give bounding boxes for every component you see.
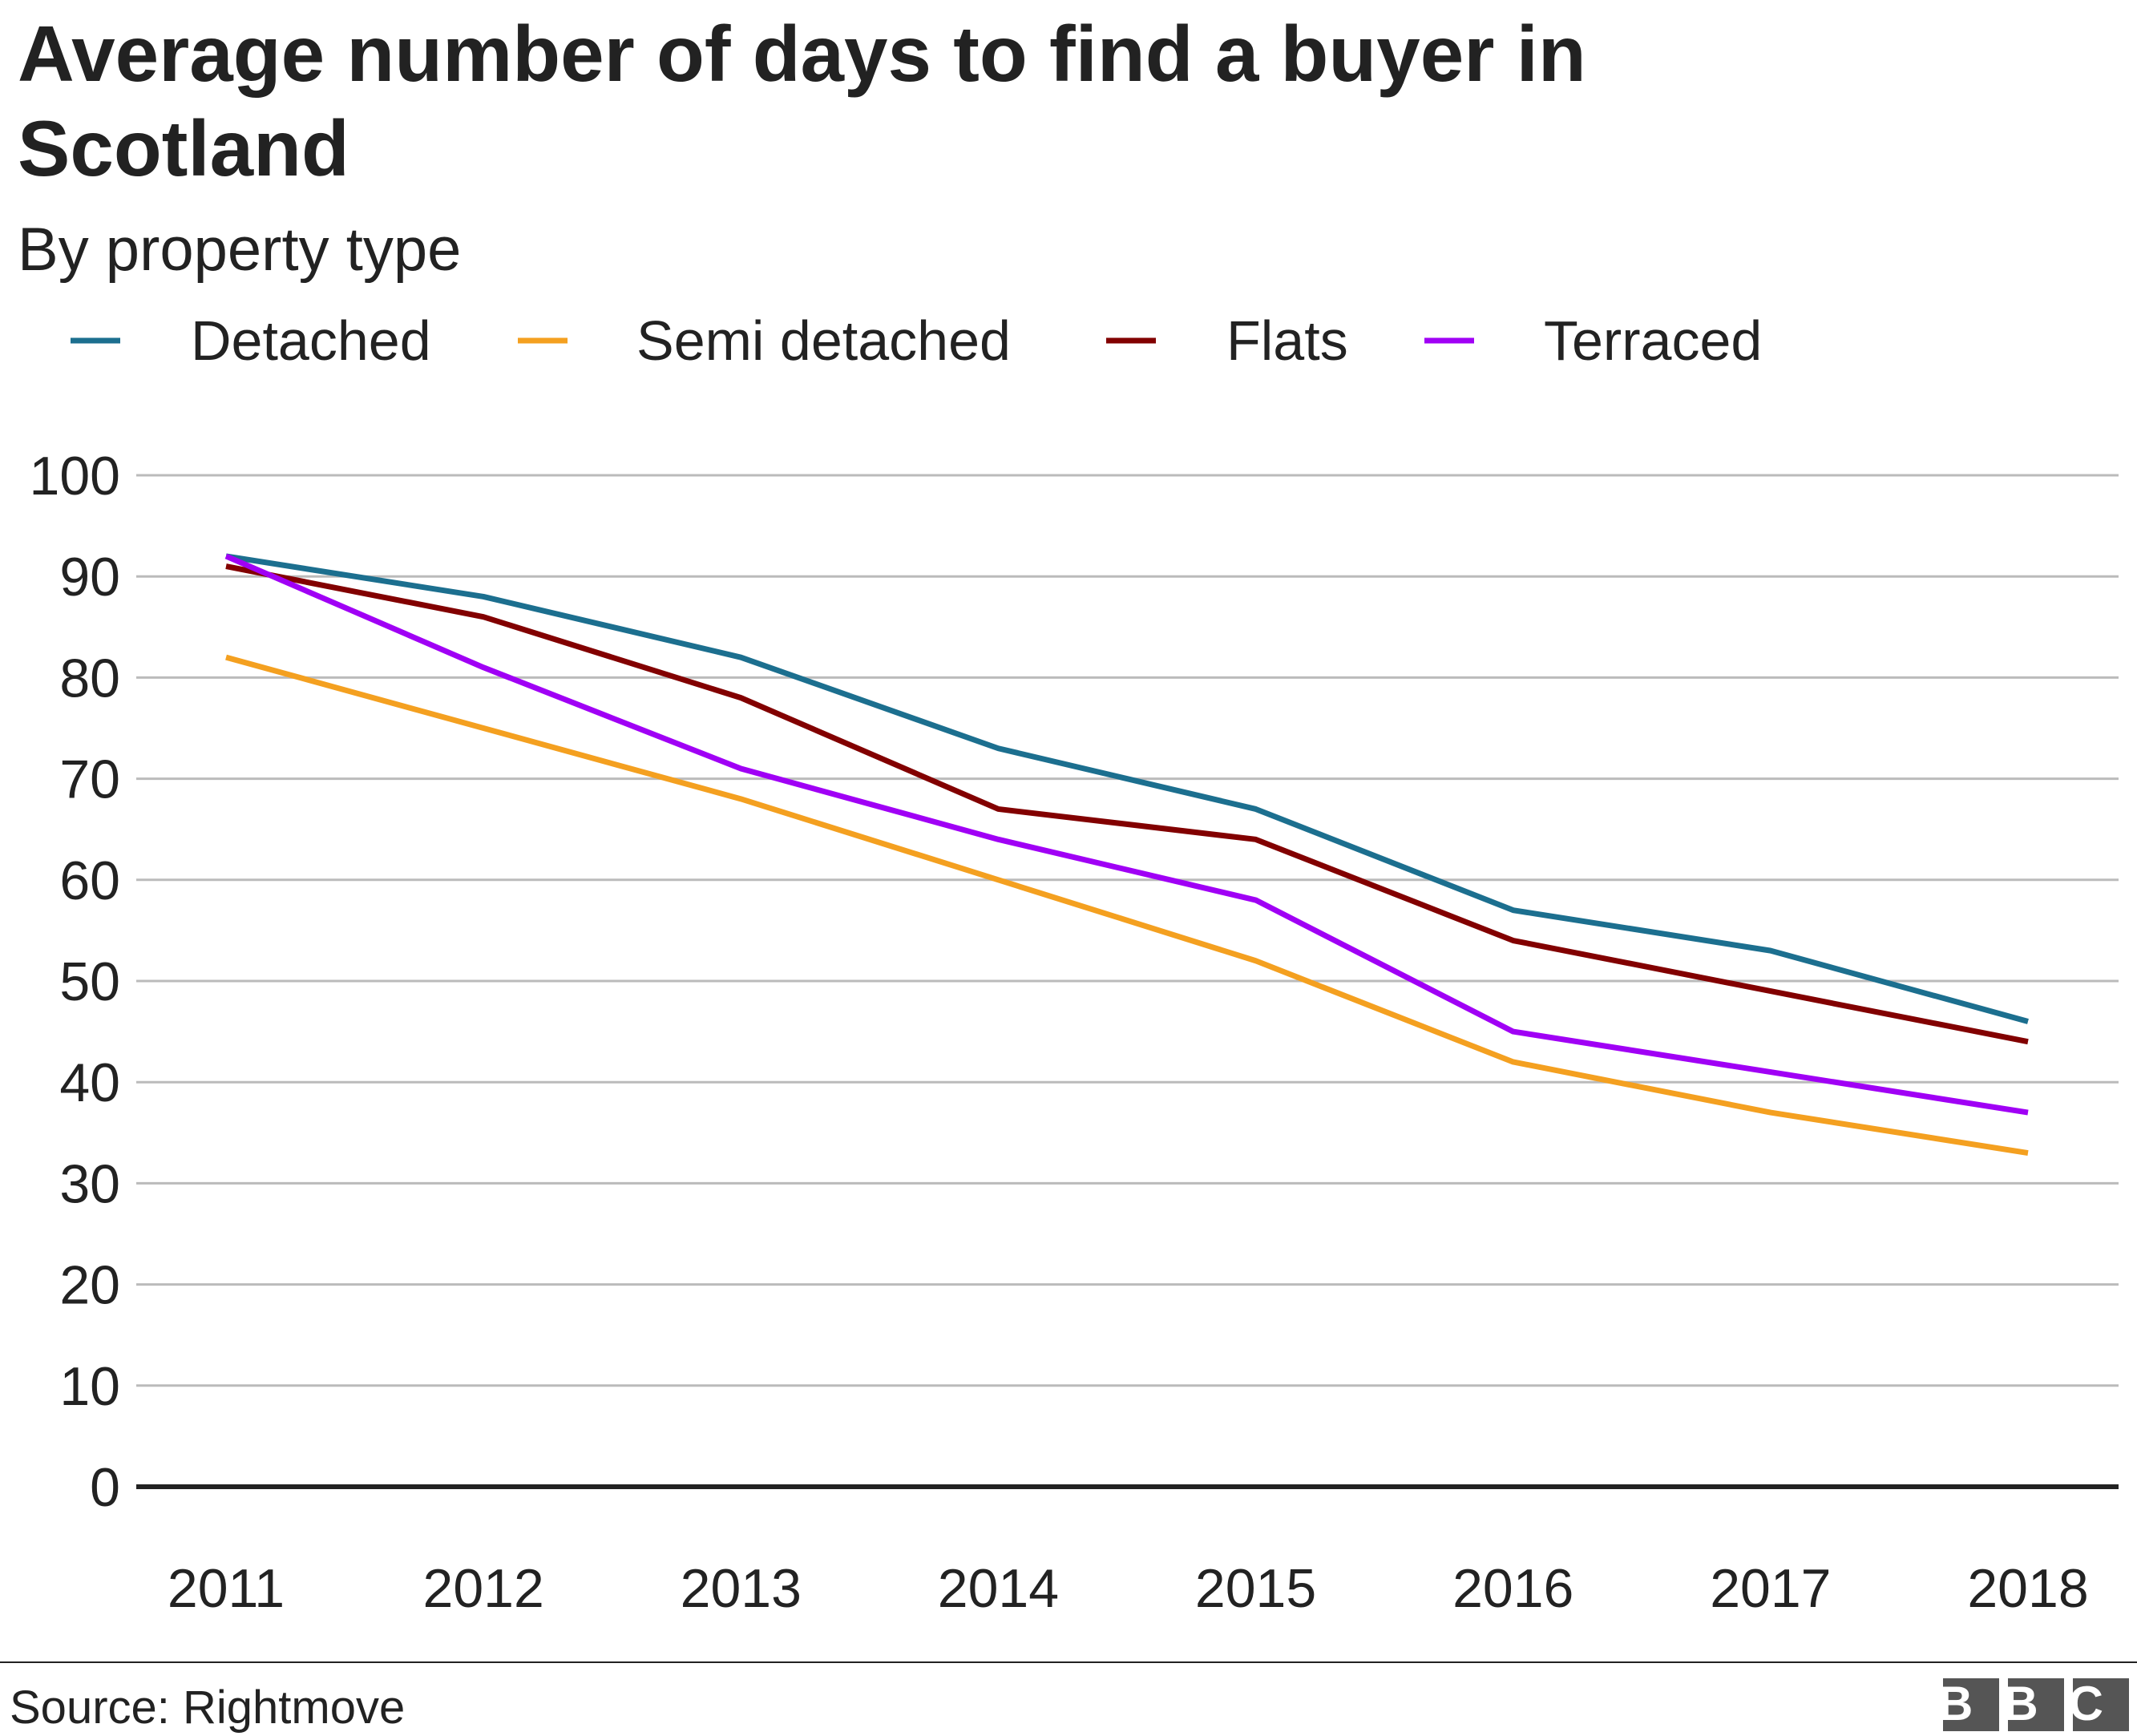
series-line: [225, 563, 2029, 1045]
legend-label: Semi detached: [636, 309, 1011, 372]
y-tick-label: 10: [59, 1356, 120, 1417]
x-tick-label: 2015: [1195, 1558, 1316, 1619]
x-tick-label: 2012: [423, 1558, 544, 1619]
series-line: [225, 654, 2029, 1156]
x-tick-label: 2017: [1710, 1558, 1831, 1619]
x-tick-label: 2011: [168, 1558, 285, 1619]
logo-text: BBC: [1938, 1677, 2134, 1730]
legend-label: Terraced: [1544, 309, 1762, 372]
chart-subtitle: By property type: [18, 216, 462, 284]
logo: BBC: [1938, 1677, 2134, 1731]
y-tick-label: 90: [59, 547, 120, 608]
chart-title: Average number of days to find a buyer i…: [18, 10, 1586, 192]
y-tick-label: 0: [90, 1457, 120, 1518]
y-tick-label: 100: [30, 446, 120, 507]
legend-label: Detached: [191, 309, 431, 372]
y-tick-label: 60: [59, 850, 120, 911]
series-line: [224, 553, 2029, 1116]
legend-label: Flats: [1226, 309, 1348, 372]
x-tick-label: 2018: [1967, 1558, 2088, 1619]
y-tick-label: 50: [59, 951, 120, 1012]
y-tick-label: 30: [59, 1153, 120, 1214]
y-tick-label: 40: [59, 1052, 120, 1113]
x-tick-label: 2013: [681, 1558, 802, 1619]
y-tick-label: 80: [59, 648, 120, 709]
x-tick-label: 2014: [938, 1558, 1059, 1619]
series-line: [225, 553, 2029, 1024]
y-tick-label: 70: [59, 749, 120, 810]
source: Source: Rightmove: [10, 1681, 405, 1734]
x-tick-label: 2016: [1452, 1558, 1573, 1619]
y-tick-label: 20: [59, 1255, 120, 1316]
